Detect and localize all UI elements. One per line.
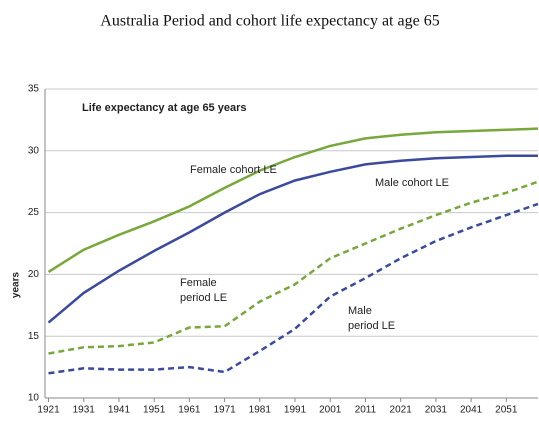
y-tick-label: 20: [28, 269, 40, 280]
x-tick-label: 2051: [495, 405, 518, 416]
x-tick-label: 2021: [390, 405, 413, 416]
x-tick-label: 1951: [143, 405, 166, 416]
series-label: period LE: [348, 320, 395, 332]
y-tick-label: 10: [28, 393, 40, 404]
x-tick-label: 1971: [213, 405, 236, 416]
y-tick-label: 25: [28, 207, 40, 218]
x-tick-label: 1981: [249, 405, 272, 416]
series-label: Male: [348, 305, 372, 317]
series-line: [47, 127, 539, 273]
x-tick-label: 2011: [355, 405, 377, 416]
y-tick-label: 15: [28, 331, 40, 342]
x-tick-label: 2001: [319, 405, 342, 416]
x-tick-label: 1931: [73, 405, 96, 416]
chart-title: Australia Period and cohort life expecta…: [100, 13, 439, 30]
x-tick-label: 1991: [284, 405, 307, 416]
y-axis-label: years: [11, 271, 22, 298]
series-label: Female: [180, 277, 217, 289]
series-line: [48, 202, 539, 375]
x-tick-label: 2041: [460, 405, 483, 416]
y-tick-label: 35: [28, 84, 40, 95]
x-tick-label: 1941: [108, 405, 131, 416]
x-tick-label: 2031: [425, 405, 448, 416]
series-line: [48, 180, 539, 355]
y-tick-label: 30: [28, 145, 40, 156]
x-tick-label: 1961: [178, 405, 201, 416]
series-label: Male cohort LE: [375, 177, 449, 189]
series-label: Female cohort LE: [190, 164, 277, 176]
x-tick-label: 1921: [37, 405, 60, 416]
chart-subtitle: Life expectancy at age 65 years: [82, 102, 246, 114]
series-label: period LE: [180, 292, 227, 304]
series-line: [47, 154, 538, 324]
